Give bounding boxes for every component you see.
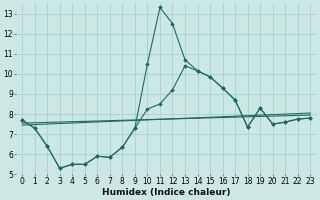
- X-axis label: Humidex (Indice chaleur): Humidex (Indice chaleur): [102, 188, 230, 197]
